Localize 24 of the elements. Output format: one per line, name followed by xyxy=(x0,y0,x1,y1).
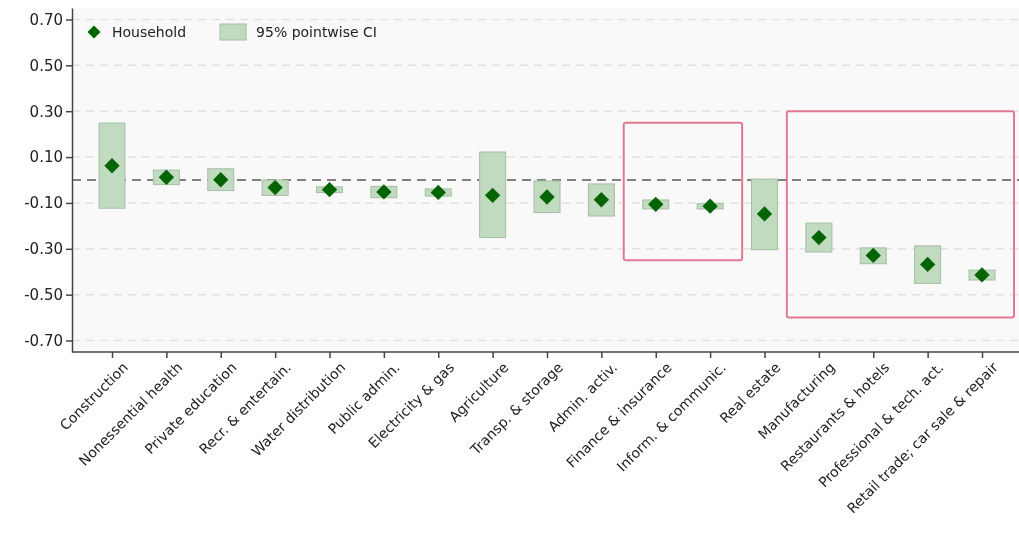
point xyxy=(267,179,283,196)
y-tick-label: -0.30 xyxy=(24,240,63,259)
y-tick-label: 0.70 xyxy=(29,10,63,29)
y-tick-label: -0.70 xyxy=(24,331,63,350)
point xyxy=(376,184,392,200)
legend-label: Household xyxy=(112,24,187,40)
point xyxy=(756,206,773,222)
point xyxy=(974,267,990,283)
point xyxy=(430,184,446,201)
point xyxy=(702,198,718,214)
point xyxy=(104,158,120,174)
bar xyxy=(751,178,778,251)
point xyxy=(158,169,175,185)
y-tick-label: -0.10 xyxy=(24,194,63,213)
y-tick-label: 0.30 xyxy=(29,102,63,121)
point xyxy=(648,196,664,212)
y-tick-label: -0.50 xyxy=(24,285,63,304)
point xyxy=(484,187,501,204)
point xyxy=(321,181,338,198)
y-tick-label: 0.50 xyxy=(29,56,63,75)
y-tick-label: 0.10 xyxy=(29,148,63,167)
bar xyxy=(98,122,126,209)
bar xyxy=(479,151,507,239)
legend-label: 95% pointwise CI xyxy=(256,24,377,40)
